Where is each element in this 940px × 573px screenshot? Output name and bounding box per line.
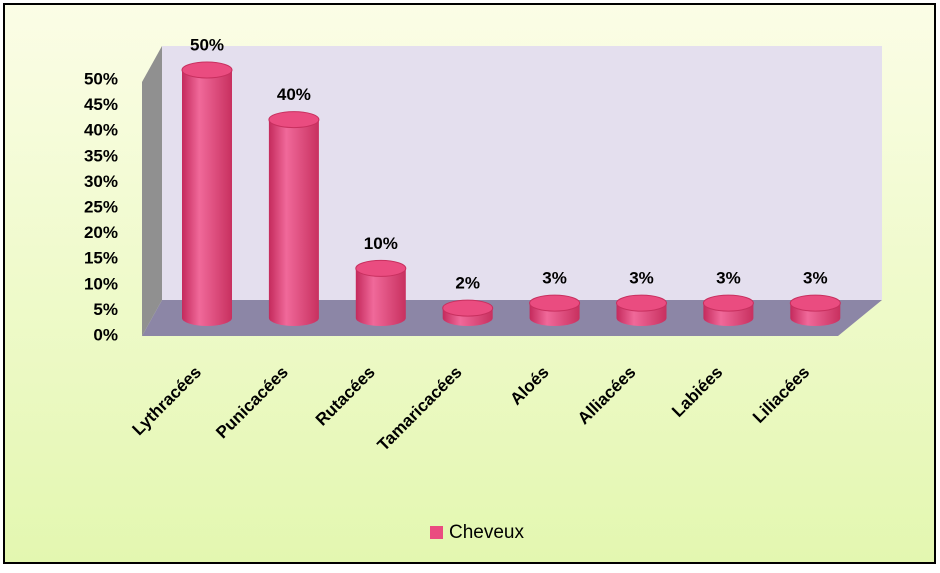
y-tick-label: 35% xyxy=(84,146,118,165)
bar-body xyxy=(268,119,319,326)
value-label: 40% xyxy=(277,85,311,104)
value-label: 50% xyxy=(190,35,224,54)
y-tick-label: 40% xyxy=(84,121,118,140)
y-tick-label: 5% xyxy=(93,300,118,319)
y-tick-label: 10% xyxy=(84,274,118,293)
value-label: 3% xyxy=(716,269,741,288)
y-tick-label: 20% xyxy=(84,223,118,242)
y-tick-label: 45% xyxy=(84,95,118,114)
y-tick-label: 30% xyxy=(84,172,118,191)
bar-top xyxy=(616,294,667,312)
y-tick-label: 50% xyxy=(84,69,118,88)
bar-body xyxy=(182,70,232,326)
value-label: 2% xyxy=(455,274,480,293)
legend-swatch xyxy=(430,526,443,539)
y-tick-label: 25% xyxy=(84,197,118,216)
value-label: 3% xyxy=(629,269,654,288)
value-label: 10% xyxy=(364,234,398,253)
back-wall xyxy=(162,46,882,300)
bar-top xyxy=(268,111,320,129)
y-tick-label: 15% xyxy=(84,249,118,268)
bar-top xyxy=(181,61,233,79)
y-tick-label: 0% xyxy=(93,325,118,344)
bar-top xyxy=(442,299,494,317)
bar-top xyxy=(355,259,407,277)
bar-body xyxy=(355,268,406,326)
floor xyxy=(142,300,882,336)
bar-top xyxy=(702,294,754,312)
bar-top xyxy=(529,294,581,312)
value-label: 3% xyxy=(803,269,828,288)
legend-label: Cheveux xyxy=(449,522,524,543)
bar-top xyxy=(789,294,841,312)
value-label: 3% xyxy=(542,269,567,288)
side-wall xyxy=(142,46,162,336)
